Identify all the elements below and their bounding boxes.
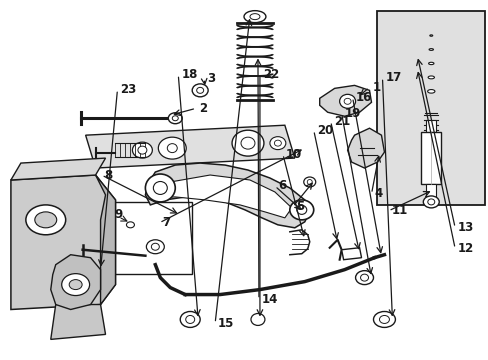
Ellipse shape: [61, 274, 89, 296]
Ellipse shape: [339, 94, 355, 108]
Ellipse shape: [132, 142, 152, 158]
Text: 9: 9: [114, 208, 122, 221]
Bar: [426, 184, 435, 198]
Ellipse shape: [153, 181, 167, 194]
Ellipse shape: [427, 199, 434, 205]
Ellipse shape: [126, 222, 134, 228]
Polygon shape: [95, 175, 115, 305]
Ellipse shape: [306, 180, 312, 184]
Ellipse shape: [192, 84, 208, 97]
Ellipse shape: [172, 116, 178, 121]
Polygon shape: [145, 163, 309, 228]
Text: 18: 18: [181, 68, 197, 81]
Ellipse shape: [360, 274, 368, 281]
Ellipse shape: [241, 137, 254, 149]
Ellipse shape: [274, 140, 281, 146]
Ellipse shape: [138, 146, 146, 154]
Text: 23: 23: [120, 83, 137, 96]
Text: 14: 14: [262, 293, 278, 306]
Ellipse shape: [289, 200, 313, 220]
Polygon shape: [85, 125, 294, 168]
Text: 21: 21: [333, 115, 349, 128]
Ellipse shape: [69, 280, 82, 289]
Text: 4: 4: [374, 188, 382, 201]
Ellipse shape: [423, 196, 438, 208]
Ellipse shape: [250, 314, 264, 325]
Text: 11: 11: [390, 204, 407, 217]
Text: 12: 12: [457, 242, 473, 255]
Text: 15: 15: [218, 317, 234, 330]
Ellipse shape: [196, 87, 203, 93]
Ellipse shape: [379, 315, 388, 323]
Polygon shape: [319, 85, 371, 116]
Ellipse shape: [35, 212, 57, 228]
Text: 16: 16: [355, 91, 371, 104]
Ellipse shape: [249, 14, 260, 20]
Ellipse shape: [269, 137, 285, 150]
Ellipse shape: [427, 90, 434, 93]
Ellipse shape: [427, 76, 433, 79]
Text: 8: 8: [104, 168, 113, 181]
Text: 1: 1: [372, 81, 380, 94]
Text: 17: 17: [385, 71, 401, 84]
Ellipse shape: [168, 113, 182, 124]
Polygon shape: [160, 175, 291, 218]
Polygon shape: [11, 158, 105, 180]
Ellipse shape: [428, 49, 432, 50]
Ellipse shape: [296, 206, 306, 214]
Ellipse shape: [180, 311, 200, 328]
Polygon shape: [11, 175, 115, 310]
Text: 2: 2: [199, 102, 207, 115]
Ellipse shape: [151, 243, 159, 250]
Text: 20: 20: [316, 124, 332, 137]
Polygon shape: [51, 255, 101, 310]
Ellipse shape: [429, 35, 432, 36]
Polygon shape: [341, 248, 361, 260]
Polygon shape: [51, 305, 105, 339]
Ellipse shape: [185, 315, 194, 323]
Ellipse shape: [145, 174, 175, 202]
Ellipse shape: [232, 130, 264, 156]
Ellipse shape: [167, 144, 177, 153]
Ellipse shape: [355, 271, 373, 285]
Text: 3: 3: [207, 72, 215, 85]
Ellipse shape: [244, 11, 265, 23]
Ellipse shape: [303, 177, 315, 187]
Text: 13: 13: [457, 221, 473, 234]
Text: 10: 10: [285, 148, 302, 161]
Ellipse shape: [158, 137, 186, 159]
Text: 7: 7: [162, 216, 170, 229]
Ellipse shape: [427, 62, 433, 64]
Bar: [426, 120, 435, 132]
Text: 19: 19: [344, 107, 360, 120]
Bar: [421, 132, 440, 184]
Ellipse shape: [373, 311, 395, 328]
Polygon shape: [347, 128, 384, 168]
Text: 5: 5: [295, 201, 304, 213]
Ellipse shape: [344, 98, 350, 104]
Text: 6: 6: [277, 180, 285, 193]
Ellipse shape: [26, 205, 65, 235]
Bar: [377, 11, 484, 205]
Ellipse shape: [146, 240, 164, 254]
Text: 22: 22: [263, 68, 279, 81]
Bar: [71, 202, 192, 274]
